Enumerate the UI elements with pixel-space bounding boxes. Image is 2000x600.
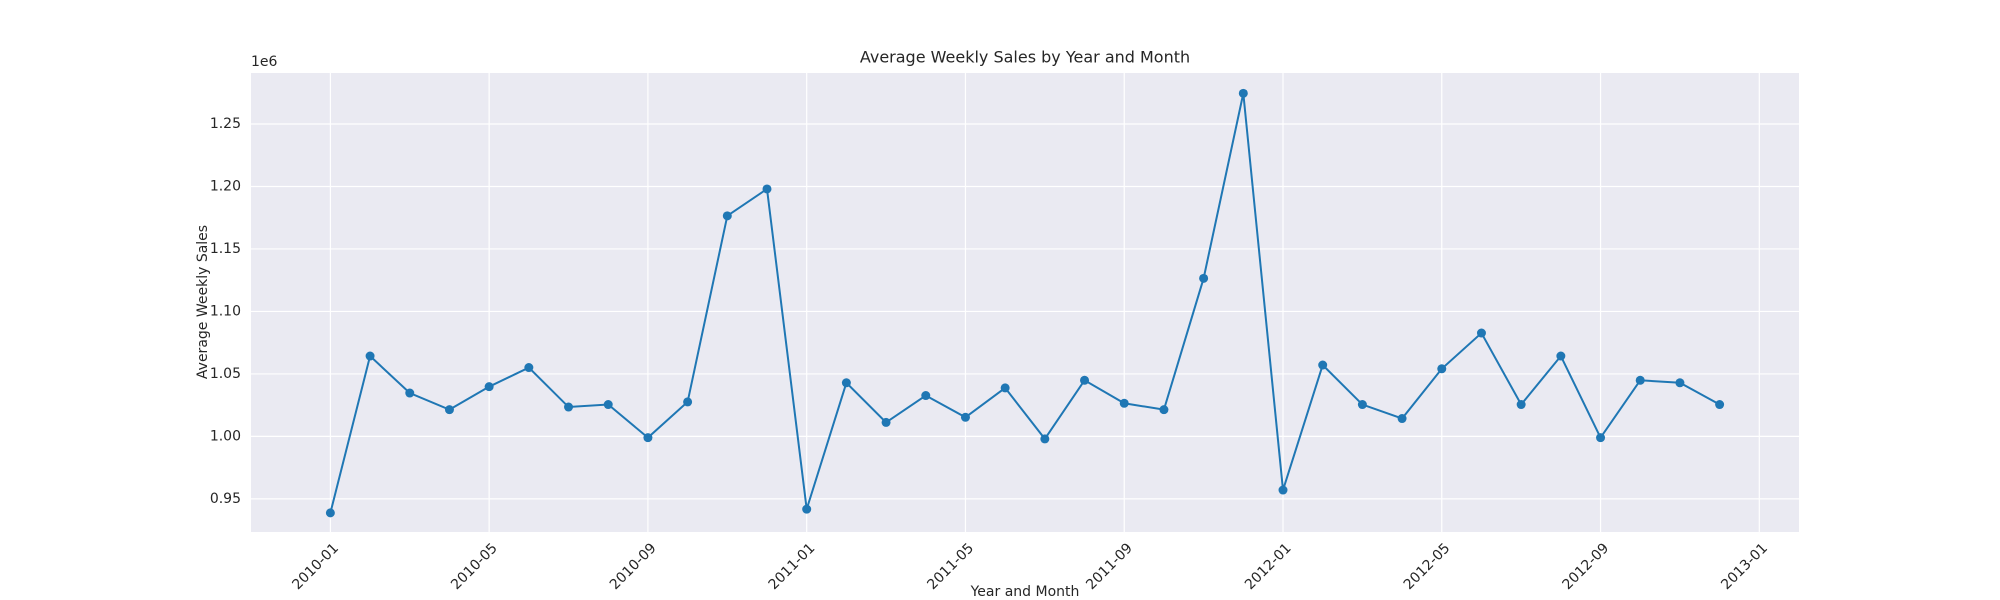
data-point — [802, 504, 812, 514]
plot-area — [251, 73, 1799, 532]
y-offset-label: 1e6 — [251, 54, 278, 70]
x-tick-label: 2010-09 — [607, 540, 660, 593]
y-tick-label: 1.25 — [210, 116, 241, 132]
y-axis-label: Average Weekly Sales — [195, 225, 211, 379]
data-point — [1635, 375, 1645, 385]
data-point — [1000, 383, 1010, 393]
data-point — [1397, 414, 1407, 424]
data-point — [1119, 398, 1129, 408]
y-tick-label: 1.10 — [210, 303, 241, 319]
data-point — [1556, 351, 1566, 361]
data-point — [921, 391, 931, 401]
data-point — [1278, 485, 1288, 495]
y-tick-label: 1.05 — [210, 366, 241, 382]
data-point — [683, 397, 693, 407]
x-tick-label: 2012-01 — [1242, 540, 1295, 593]
chart-title: Average Weekly Sales by Year and Month — [860, 48, 1190, 67]
data-line — [329, 93, 1721, 514]
x-tick-label: 2011-01 — [766, 540, 819, 593]
data-point — [960, 412, 970, 422]
data-point — [1159, 405, 1169, 415]
x-tick-label: 2011-09 — [1083, 540, 1136, 593]
data-point — [524, 363, 534, 373]
data-point — [1040, 434, 1050, 444]
y-tick-label: 1.15 — [210, 241, 241, 257]
x-tick-label: 2010-01 — [289, 540, 342, 593]
x-tick-label: 2012-09 — [1560, 540, 1613, 593]
x-tick-label: 2012-05 — [1401, 540, 1454, 593]
data-point — [1238, 88, 1248, 98]
y-tick-label: 1.20 — [210, 178, 241, 194]
data-point — [1199, 273, 1209, 283]
data-point — [722, 211, 732, 221]
x-tick-label: 2011-05 — [924, 540, 977, 593]
data-point — [841, 378, 851, 388]
data-point — [603, 400, 613, 410]
data-point — [1715, 400, 1725, 410]
x-tick-label: 2010-05 — [448, 540, 501, 593]
data-point — [1516, 400, 1526, 410]
x-axis-label: Year and Month — [970, 584, 1080, 600]
data-point — [1596, 433, 1606, 443]
data-point — [762, 184, 772, 194]
data-point — [325, 508, 335, 518]
y-tick-label: 0.95 — [210, 491, 241, 507]
x-tick-label: 2013-01 — [1718, 540, 1771, 593]
data-point — [881, 417, 891, 427]
data-point — [444, 405, 454, 415]
data-point — [643, 433, 653, 443]
data-point — [365, 351, 375, 361]
data-point — [1357, 400, 1367, 410]
data-point — [1318, 360, 1328, 370]
data-point — [484, 382, 494, 392]
y-tick-label: 1.00 — [210, 428, 241, 444]
data-point — [1476, 328, 1486, 338]
data-point — [564, 402, 574, 412]
data-point — [1080, 375, 1090, 385]
data-point — [405, 388, 415, 398]
data-point — [1675, 378, 1685, 388]
data-point — [1437, 364, 1447, 374]
